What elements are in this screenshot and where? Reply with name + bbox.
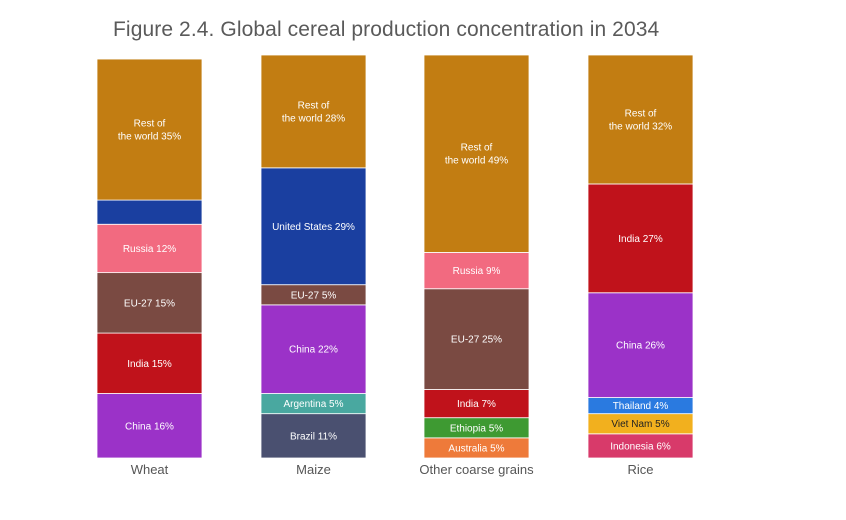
bar-segment-other-coarse-grains-india bbox=[423, 389, 530, 419]
segment-label-maize-brazil: Brazil 11% bbox=[290, 431, 337, 442]
segment-label-rice-thailand: Thailand 4% bbox=[613, 401, 669, 412]
category-label-rice: Rice bbox=[627, 462, 653, 477]
category-label-other-coarse-grains: Other coarse grains bbox=[419, 462, 534, 477]
segment-label-rice-indonesia: Indonesia 6% bbox=[610, 441, 671, 452]
category-label-wheat: Wheat bbox=[131, 462, 169, 477]
bar-segment-maize-brazil bbox=[260, 413, 367, 459]
bar-segment-wheat-eu-27 bbox=[96, 272, 203, 334]
segment-label-other-coarse-grains-ethiopia: Ethiopia 5% bbox=[450, 423, 503, 434]
bar-segment-other-coarse-grains-eu-27 bbox=[423, 288, 530, 390]
category-label-maize: Maize bbox=[296, 462, 331, 477]
segment-label-rice-rest-of-the-world: Rest of the world 32% bbox=[609, 108, 672, 132]
bar-segment-other-coarse-grains-russia bbox=[423, 252, 530, 290]
bar-segment-rice-rest-of-the-world bbox=[587, 54, 694, 185]
bar-segment-rice-china bbox=[587, 292, 694, 398]
segment-label-other-coarse-grains-india: India 7% bbox=[457, 399, 496, 410]
chart-title: Figure 2.4. Global cereal production con… bbox=[113, 18, 660, 41]
segment-label-maize-argentina: Argentina 5% bbox=[283, 399, 343, 410]
segment-label-wheat-india: India 15% bbox=[127, 359, 172, 370]
bar-segment-wheat-rest-of-the-world bbox=[96, 58, 203, 201]
segment-label-rice-china: China 26% bbox=[616, 341, 665, 352]
segment-label-maize-eu-27: EU-27 5% bbox=[291, 290, 337, 301]
segment-label-rice-india: India 27% bbox=[618, 234, 663, 245]
bar-segment-wheat-china bbox=[96, 393, 203, 459]
segment-label-maize-united-states: United States 29% bbox=[272, 222, 355, 233]
segment-label-other-coarse-grains-australia: Australia 5% bbox=[448, 443, 504, 454]
segment-label-wheat-rest-of-the-world: Rest of the world 35% bbox=[118, 119, 181, 143]
bar-segment-maize-china bbox=[260, 304, 367, 394]
bar-segment-maize-united-states bbox=[260, 167, 367, 286]
segment-label-maize-china: China 22% bbox=[289, 345, 338, 356]
segment-label-maize-rest-of-the-world: Rest of the world 28% bbox=[282, 100, 345, 124]
bar-segment-wheat-united-states bbox=[96, 199, 203, 225]
bar-segment-maize-rest-of-the-world bbox=[260, 54, 367, 169]
segment-label-other-coarse-grains-russia: Russia 9% bbox=[453, 266, 501, 277]
segment-label-rice-viet-nam: Viet Nam 5% bbox=[611, 419, 669, 430]
segment-label-wheat-eu-27: EU-27 15% bbox=[124, 298, 175, 309]
bar-segment-wheat-india bbox=[96, 332, 203, 394]
bar-segment-rice-indonesia bbox=[587, 433, 694, 459]
segment-label-wheat-russia: Russia 12% bbox=[123, 244, 176, 255]
bar-segment-wheat-russia bbox=[96, 223, 203, 274]
segment-label-other-coarse-grains-rest-of-the-world: Rest of the world 49% bbox=[445, 143, 508, 167]
segment-label-other-coarse-grains-eu-27: EU-27 25% bbox=[451, 335, 502, 346]
bar-segment-other-coarse-grains-rest-of-the-world bbox=[423, 54, 530, 253]
segment-label-wheat-china: China 16% bbox=[125, 421, 174, 432]
bar-segment-rice-india bbox=[587, 183, 694, 294]
